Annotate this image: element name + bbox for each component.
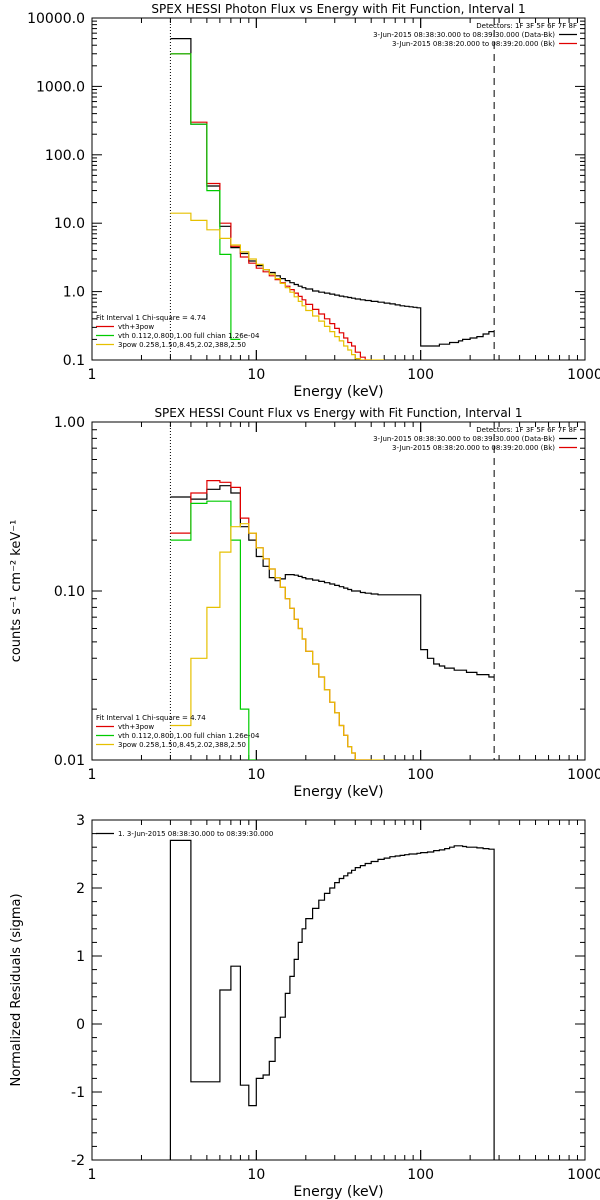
legend-text: vth+3pow xyxy=(118,323,154,331)
y-tick-label: 0.01 xyxy=(54,753,85,769)
y-tick-label: 10.0 xyxy=(54,216,85,232)
chart-title: SPEX HESSI Photon Flux vs Energy with Fi… xyxy=(151,2,525,16)
legend-text: vth 0.112,0.800,1.00 full chian 1.26e-04 xyxy=(118,332,260,340)
y-tick-label: 1 xyxy=(76,949,85,965)
legend-text: vth+3pow xyxy=(118,723,154,731)
y-tick-label: 0 xyxy=(76,1017,85,1033)
legend-text: Fit Interval 1 Chi-square = 4.74 xyxy=(96,314,206,322)
x-tick-label: 10 xyxy=(247,367,265,383)
y-tick-label: -1 xyxy=(71,1085,85,1101)
header-text: 3-Jun-2015 08:38:30.000 to 08:39:30.000 … xyxy=(373,31,555,39)
header-text: Detectors: 1F 3F 5F 6F 7F 8F xyxy=(476,426,577,434)
header-text: 3-Jun-2015 08:38:30.000 to 08:39:30.000 … xyxy=(373,435,555,443)
x-tick-label: 1000 xyxy=(567,767,600,783)
plot-frame xyxy=(91,819,586,1161)
y-tick-label: 0.10 xyxy=(54,584,85,600)
legend-text: 1. 3-Jun-2015 08:38:30.000 to 08:39:30.0… xyxy=(118,830,273,838)
legend-text: 3pow 0.258,1.50,8.45,2.02,388,2.50 xyxy=(118,341,246,349)
x-tick-label: 100 xyxy=(407,767,434,783)
plot-frame xyxy=(91,17,586,361)
header-text: 3-Jun-2015 08:38:20.000 to 08:39:20.000 … xyxy=(392,444,555,452)
header-text: Detectors: 1F 3F 5F 6F 7F 8F xyxy=(476,22,577,30)
x-tick-label: 10 xyxy=(247,767,265,783)
legend-text: 3pow 0.258,1.50,8.45,2.02,388,2.50 xyxy=(118,741,246,749)
y-tick-label: -2 xyxy=(71,1153,85,1169)
y-tick-label: 100.0 xyxy=(45,148,85,164)
x-tick-label: 100 xyxy=(407,1167,434,1183)
series-step-line xyxy=(170,212,385,360)
series-step-line xyxy=(170,53,241,340)
legend-text: vth 0.112,0.800,1.00 full chian 1.26e-04 xyxy=(118,732,260,740)
y-tick-label: 0.1 xyxy=(63,353,85,369)
series-step-line xyxy=(170,485,495,678)
y-tick-label: 1000.0 xyxy=(36,79,85,95)
x-axis-label: Energy (keV) xyxy=(293,1184,383,1200)
x-tick-label: 100 xyxy=(407,367,434,383)
chart-title: SPEX HESSI Count Flux vs Energy with Fit… xyxy=(154,406,522,420)
x-tick-label: 1000 xyxy=(567,1167,600,1183)
x-tick-label: 1 xyxy=(88,367,97,383)
plot-frame xyxy=(91,421,586,761)
x-axis-label: Energy (keV) xyxy=(293,784,383,800)
y-tick-label: 10000.0 xyxy=(27,11,85,27)
x-tick-label: 1 xyxy=(88,767,97,783)
x-tick-label: 10 xyxy=(247,1167,265,1183)
header-text: 3-Jun-2015 08:38:20.000 to 08:39:20.000 … xyxy=(392,40,555,48)
series-step-line xyxy=(169,839,495,1160)
series-step-line xyxy=(170,38,495,347)
y-tick-label: 1.0 xyxy=(63,285,85,301)
series-step-line xyxy=(170,53,372,360)
series-step-line xyxy=(170,523,385,760)
x-axis-label: Energy (keV) xyxy=(293,384,383,400)
y-tick-label: 2 xyxy=(76,881,85,897)
x-tick-label: 1 xyxy=(88,1167,97,1183)
series-step-line xyxy=(170,500,257,760)
x-tick-label: 1000 xyxy=(567,367,600,383)
y-axis-label: Normalized Residuals (sigma) xyxy=(9,893,24,1086)
y-tick-label: 1.00 xyxy=(54,415,85,431)
y-axis-label: counts s⁻¹ cm⁻² keV⁻¹ xyxy=(9,520,24,663)
y-tick-label: 3 xyxy=(76,813,85,829)
legend-text: Fit Interval 1 Chi-square = 4.74 xyxy=(96,714,206,722)
